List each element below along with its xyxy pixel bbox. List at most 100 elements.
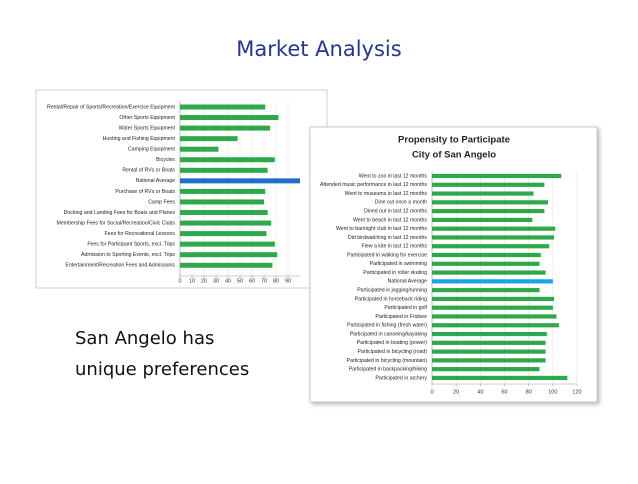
- x-tick-label: 120: [572, 389, 581, 395]
- bar: [432, 296, 555, 302]
- x-tick-label: 60: [249, 278, 255, 284]
- bar: [180, 241, 275, 247]
- bar: [180, 157, 275, 163]
- bar: [432, 252, 541, 258]
- bar: [180, 220, 272, 226]
- bar: [432, 305, 553, 310]
- bar: [180, 146, 219, 152]
- x-tick-label: 50: [237, 278, 243, 284]
- x-tick-label: 70: [261, 278, 267, 284]
- bar: [180, 167, 268, 173]
- bar: [432, 191, 534, 196]
- category-label: Participated in bicycling (mountain): [347, 358, 428, 364]
- x-tick-label: 80: [273, 278, 279, 284]
- category-label: Admission to Sporting Events, excl. Trip…: [81, 252, 175, 258]
- category-label: Purchase of RVs or Boats: [115, 189, 175, 195]
- category-label: Went to museums in last 12 months: [345, 191, 428, 197]
- category-label: Attended music performance in last 12 mo…: [320, 182, 427, 188]
- x-tick-label: 30: [213, 278, 219, 284]
- category-label: Went to bar/night club in last 12 months: [336, 226, 427, 232]
- category-label: Fees for Recreational Lessons: [105, 231, 176, 237]
- category-label: Participated in fishing (fresh water): [347, 323, 427, 329]
- slide-title: Market Analysis: [236, 37, 401, 61]
- charts: 0 10 20 30 40 50 60 70 80 90 Rental/Repair of Spor…: [47, 101, 582, 395]
- category-label: Other Sports Equipment: [119, 115, 175, 121]
- bar: [180, 178, 300, 184]
- bar: [432, 261, 540, 266]
- category-label: Rental/Repair of Sports/Recreation/Exerc…: [47, 104, 176, 110]
- bar: [180, 199, 264, 205]
- category-label: Camping Equipment: [128, 147, 176, 153]
- bar: [432, 173, 562, 179]
- x-tick-label: 80: [526, 389, 532, 395]
- category-label: Fees for Participant Sports, excl. Trips: [87, 242, 175, 248]
- chart-title: Propensity to Participate: [398, 135, 510, 146]
- x-tick-label: 0: [178, 278, 181, 284]
- category-label: Dined out in last 12 months: [364, 208, 427, 214]
- bar: [180, 231, 267, 237]
- bar: [432, 226, 556, 231]
- category-label: Bicycles: [156, 157, 175, 163]
- bar: [432, 270, 546, 275]
- body-text: San Angelo has: [75, 328, 214, 349]
- category-label: Participated in walking for exercise: [347, 252, 427, 258]
- bar: [432, 279, 553, 284]
- chart-subtitle: City of San Angelo: [412, 150, 496, 161]
- category-label: Dine out once a month: [375, 200, 427, 206]
- bar: [432, 367, 540, 372]
- bar: [432, 358, 546, 363]
- category-label: Entertainment/Recreation Fees and Admiss…: [65, 263, 175, 269]
- x-tick-label: 40: [477, 389, 483, 395]
- x-tick-label: 40: [225, 278, 231, 284]
- bar: [180, 262, 273, 268]
- x-tick-label: 60: [501, 389, 507, 395]
- bar: [432, 200, 548, 205]
- bar: [432, 349, 546, 354]
- category-label: Participated in roller skating: [363, 270, 427, 276]
- x-tick-label: 20: [453, 389, 459, 395]
- category-label: Participated in swimming: [370, 261, 427, 267]
- bar: [432, 288, 540, 293]
- bar: [432, 314, 557, 319]
- bar: [432, 340, 546, 345]
- bar: [180, 252, 278, 258]
- category-label: Participated in golf: [384, 305, 427, 311]
- bar: [180, 125, 270, 131]
- bar: [180, 188, 266, 194]
- category-label: Rental of RVs or Boats: [122, 168, 175, 174]
- category-label: Participated in jogging/running: [357, 288, 427, 294]
- category-label: National Average: [136, 178, 176, 184]
- category-label: Flew a kite in last 12 months: [362, 244, 428, 250]
- category-label: Participated in horseback riding: [355, 296, 427, 302]
- category-label: Camp Fees: [148, 199, 175, 205]
- bar: [432, 331, 547, 337]
- bar: [432, 244, 550, 249]
- category-label: Went to zoo in last 12 months: [359, 173, 428, 179]
- category-label: Participated in archery: [375, 375, 427, 381]
- bar: [180, 136, 238, 142]
- bar: [432, 323, 559, 328]
- category-label: National Average: [388, 279, 428, 285]
- category-label: Participated in backpacking/hiking: [349, 367, 427, 373]
- category-label: Participated in canoeing/kayaking: [350, 331, 427, 337]
- body-text: unique preferences: [75, 359, 249, 380]
- bar: [432, 375, 568, 381]
- category-label: Docking and Landing Fees for Boats and P…: [64, 210, 176, 216]
- x-tick-label: 100: [548, 389, 557, 395]
- bar: [180, 104, 266, 110]
- category-label: Went to beach in last 12 months: [353, 217, 427, 223]
- x-tick-label: 20: [201, 278, 207, 284]
- category-label: Participated in boating (power): [357, 340, 428, 346]
- bar: [432, 235, 555, 240]
- x-tick-label: 90: [285, 278, 291, 284]
- category-label: Participated in Frisbee: [375, 314, 427, 320]
- x-tick-label: 0: [430, 389, 433, 395]
- bar: [432, 209, 545, 214]
- category-label: Hunting and Fishing Equipment: [103, 136, 176, 142]
- x-tick-label: 10: [189, 278, 195, 284]
- category-label: Did birdwatching in last 12 months: [348, 235, 427, 241]
- bar: [180, 210, 268, 215]
- category-label: Membership Fees for Social/Recreation/Ci…: [57, 220, 176, 226]
- bar: [180, 115, 279, 121]
